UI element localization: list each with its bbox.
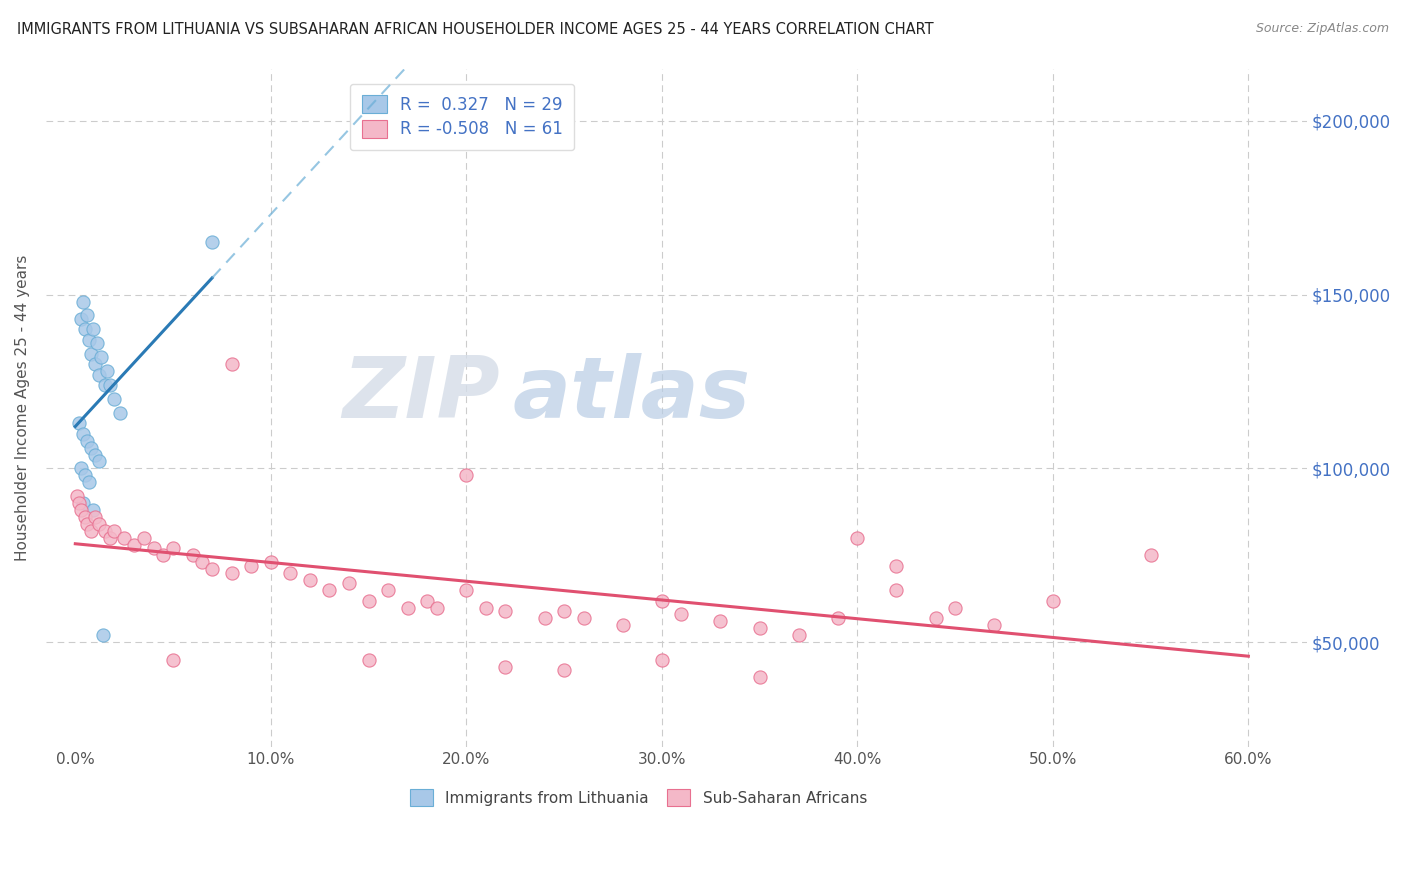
- Point: [87, 517, 110, 532]
- Point: [77, 475, 100, 490]
- Point: [103, 392, 125, 406]
- Point: [494, 659, 516, 673]
- Point: [651, 653, 673, 667]
- Point: [103, 524, 125, 538]
- Point: [76, 309, 98, 323]
- Point: [337, 576, 360, 591]
- Point: [96, 364, 118, 378]
- Point: [827, 611, 849, 625]
- Point: [260, 555, 283, 569]
- Point: [886, 583, 908, 598]
- Point: [142, 541, 165, 556]
- Point: [943, 600, 966, 615]
- Point: [110, 406, 132, 420]
- Point: [66, 489, 89, 503]
- Point: [456, 583, 478, 598]
- Point: [77, 333, 100, 347]
- Point: [76, 434, 98, 448]
- Point: [553, 663, 575, 677]
- Point: [671, 607, 693, 622]
- Point: [80, 524, 103, 538]
- Point: [162, 541, 184, 556]
- Point: [426, 600, 449, 615]
- Point: [70, 503, 93, 517]
- Point: [72, 426, 94, 441]
- Y-axis label: Householder Income Ages 25 - 44 years: Householder Income Ages 25 - 44 years: [15, 254, 30, 561]
- Point: [112, 531, 135, 545]
- Point: [201, 235, 224, 250]
- Point: [83, 448, 105, 462]
- Point: [162, 653, 184, 667]
- Point: [924, 611, 946, 625]
- Point: [76, 517, 98, 532]
- Point: [87, 454, 110, 468]
- Text: Source: ZipAtlas.com: Source: ZipAtlas.com: [1256, 22, 1389, 36]
- Point: [533, 611, 555, 625]
- Point: [240, 558, 263, 573]
- Point: [87, 368, 110, 382]
- Point: [298, 573, 321, 587]
- Text: ZIP: ZIP: [342, 352, 501, 435]
- Point: [67, 496, 90, 510]
- Point: [191, 555, 214, 569]
- Point: [396, 600, 419, 615]
- Point: [67, 416, 90, 430]
- Legend: Immigrants from Lithuania, Sub-Saharan Africans: Immigrants from Lithuania, Sub-Saharan A…: [402, 781, 875, 814]
- Point: [456, 468, 478, 483]
- Point: [93, 524, 115, 538]
- Point: [280, 566, 302, 580]
- Point: [152, 549, 174, 563]
- Text: IMMIGRANTS FROM LITHUANIA VS SUBSAHARAN AFRICAN HOUSEHOLDER INCOME AGES 25 - 44 : IMMIGRANTS FROM LITHUANIA VS SUBSAHARAN …: [17, 22, 934, 37]
- Point: [72, 496, 94, 510]
- Point: [318, 583, 340, 598]
- Point: [70, 461, 93, 475]
- Point: [86, 336, 108, 351]
- Point: [70, 312, 93, 326]
- Point: [1139, 549, 1161, 563]
- Point: [357, 593, 380, 607]
- Point: [80, 441, 103, 455]
- Point: [357, 653, 380, 667]
- Point: [75, 468, 97, 483]
- Point: [709, 615, 731, 629]
- Text: atlas: atlas: [513, 352, 751, 435]
- Point: [93, 378, 115, 392]
- Point: [787, 628, 810, 642]
- Point: [1042, 593, 1064, 607]
- Point: [122, 538, 145, 552]
- Point: [475, 600, 498, 615]
- Point: [80, 347, 103, 361]
- Point: [416, 593, 439, 607]
- Point: [553, 604, 575, 618]
- Point: [377, 583, 399, 598]
- Point: [983, 618, 1005, 632]
- Point: [83, 510, 105, 524]
- Point: [100, 378, 122, 392]
- Point: [75, 510, 97, 524]
- Point: [651, 593, 673, 607]
- Point: [748, 621, 770, 635]
- Point: [494, 604, 516, 618]
- Point: [72, 294, 94, 309]
- Point: [572, 611, 595, 625]
- Point: [100, 531, 122, 545]
- Point: [83, 357, 105, 371]
- Point: [846, 531, 869, 545]
- Point: [201, 562, 224, 576]
- Point: [221, 566, 243, 580]
- Point: [612, 618, 634, 632]
- Point: [748, 670, 770, 684]
- Point: [91, 628, 114, 642]
- Point: [221, 357, 243, 371]
- Point: [82, 322, 104, 336]
- Point: [181, 549, 204, 563]
- Point: [82, 503, 104, 517]
- Point: [90, 350, 112, 364]
- Point: [886, 558, 908, 573]
- Point: [75, 322, 97, 336]
- Point: [132, 531, 155, 545]
